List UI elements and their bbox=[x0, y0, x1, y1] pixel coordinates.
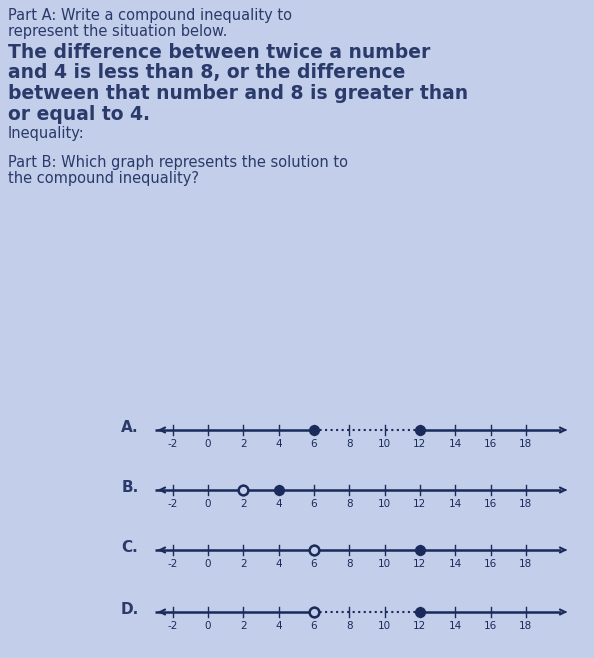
Text: and 4 is less than 8, or the difference: and 4 is less than 8, or the difference bbox=[8, 63, 405, 82]
Text: 12: 12 bbox=[413, 559, 426, 569]
Text: represent the situation below.: represent the situation below. bbox=[8, 24, 228, 39]
Text: 4: 4 bbox=[275, 559, 282, 569]
Text: 8: 8 bbox=[346, 439, 353, 449]
Text: 2: 2 bbox=[240, 439, 247, 449]
Text: 12: 12 bbox=[413, 439, 426, 449]
Text: 2: 2 bbox=[240, 499, 247, 509]
Text: -2: -2 bbox=[168, 559, 178, 569]
Text: 6: 6 bbox=[311, 439, 317, 449]
Text: 14: 14 bbox=[448, 621, 462, 631]
Text: 10: 10 bbox=[378, 559, 391, 569]
Text: 14: 14 bbox=[448, 499, 462, 509]
Text: 8: 8 bbox=[346, 499, 353, 509]
Text: 16: 16 bbox=[484, 439, 497, 449]
Text: Part A: Write a compound inequality to: Part A: Write a compound inequality to bbox=[8, 8, 292, 23]
Text: the compound inequality?: the compound inequality? bbox=[8, 171, 199, 186]
Text: 2: 2 bbox=[240, 621, 247, 631]
Text: 14: 14 bbox=[448, 439, 462, 449]
Text: D.: D. bbox=[121, 601, 139, 617]
Text: 18: 18 bbox=[519, 621, 532, 631]
Text: The difference between twice a number: The difference between twice a number bbox=[8, 43, 431, 62]
Text: 10: 10 bbox=[378, 499, 391, 509]
Text: 18: 18 bbox=[519, 499, 532, 509]
Text: 0: 0 bbox=[205, 499, 211, 509]
Text: 16: 16 bbox=[484, 621, 497, 631]
Text: 16: 16 bbox=[484, 559, 497, 569]
Text: 0: 0 bbox=[205, 621, 211, 631]
Text: 10: 10 bbox=[378, 621, 391, 631]
Text: 18: 18 bbox=[519, 559, 532, 569]
Text: or equal to 4.: or equal to 4. bbox=[8, 105, 150, 124]
Text: Inequality:: Inequality: bbox=[8, 126, 85, 141]
Text: A.: A. bbox=[121, 420, 139, 434]
Text: 4: 4 bbox=[275, 499, 282, 509]
Text: -2: -2 bbox=[168, 499, 178, 509]
Text: 12: 12 bbox=[413, 621, 426, 631]
Text: 0: 0 bbox=[205, 439, 211, 449]
Text: 10: 10 bbox=[378, 439, 391, 449]
Text: 16: 16 bbox=[484, 499, 497, 509]
Text: 6: 6 bbox=[311, 559, 317, 569]
Text: between that number and 8 is greater than: between that number and 8 is greater tha… bbox=[8, 84, 468, 103]
Text: -2: -2 bbox=[168, 439, 178, 449]
Text: C.: C. bbox=[122, 540, 138, 555]
Text: 18: 18 bbox=[519, 439, 532, 449]
Text: 12: 12 bbox=[413, 499, 426, 509]
Text: -2: -2 bbox=[168, 621, 178, 631]
Text: 6: 6 bbox=[311, 499, 317, 509]
Text: 4: 4 bbox=[275, 621, 282, 631]
Text: 8: 8 bbox=[346, 621, 353, 631]
Text: 4: 4 bbox=[275, 439, 282, 449]
Text: 14: 14 bbox=[448, 559, 462, 569]
Text: B.: B. bbox=[121, 480, 138, 495]
Text: 8: 8 bbox=[346, 559, 353, 569]
Text: 0: 0 bbox=[205, 559, 211, 569]
Text: 6: 6 bbox=[311, 621, 317, 631]
Text: 2: 2 bbox=[240, 559, 247, 569]
Text: Part B: Which graph represents the solution to: Part B: Which graph represents the solut… bbox=[8, 155, 348, 170]
